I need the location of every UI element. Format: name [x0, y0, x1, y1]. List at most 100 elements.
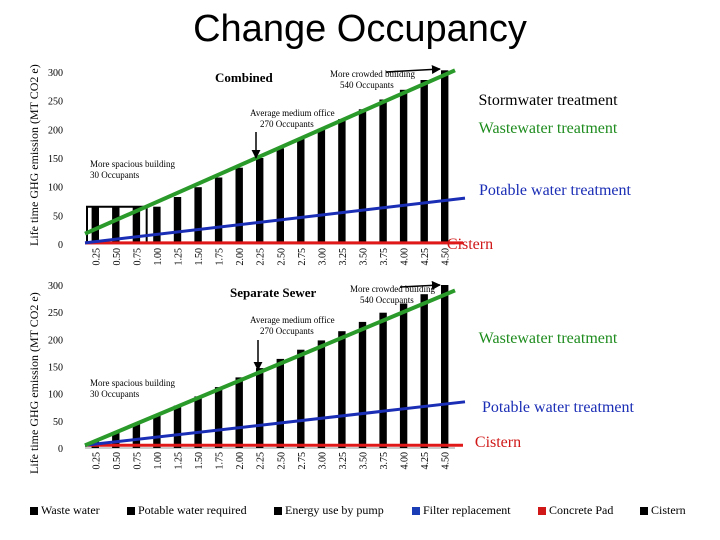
- y-tick-label: 100: [48, 183, 63, 194]
- x-tick-label: 2.25: [256, 248, 267, 266]
- y-tick-label: 250: [48, 97, 63, 108]
- y-tick-label: 150: [48, 154, 63, 165]
- bar: [317, 340, 326, 448]
- bar: [276, 358, 284, 448]
- legend-item-energy-use: Energy use by pump: [274, 503, 384, 518]
- x-tick-label: 2.75: [297, 452, 308, 470]
- x-tick-label: 0.50: [112, 248, 123, 266]
- legend-label: Cistern: [651, 503, 686, 517]
- legend-swatch: [538, 506, 546, 515]
- annotation-line-1: More spacious building: [90, 159, 175, 169]
- bracket-outline: [86, 205, 148, 244]
- x-tick-label: 3.00: [317, 248, 328, 266]
- chart-panel-1: 0 50 100 150 200 250 300 0.25 0.50 0.75 1.00 1.25 1.…: [48, 280, 635, 470]
- bar: [214, 177, 223, 244]
- y-tick-label: 250: [48, 308, 63, 319]
- annotation-line-1: More spacious building: [90, 378, 175, 388]
- bar: [173, 197, 182, 244]
- bar: [132, 424, 141, 448]
- x-tick-label: 0.50: [112, 452, 123, 470]
- bar: [153, 206, 161, 244]
- annotation-arrow: [399, 280, 441, 290]
- bar: [153, 414, 161, 448]
- y-axis-label-bottom: Life time GHG emission (MT CO2 e): [27, 292, 41, 474]
- y-tick-label: 300: [48, 68, 63, 79]
- bar: [214, 387, 223, 448]
- annotation-line-2: 270 Occupants: [260, 326, 314, 336]
- bar: [441, 285, 449, 448]
- bar: [420, 80, 428, 244]
- bar: [235, 377, 243, 448]
- x-tick-label: 3.25: [338, 248, 349, 266]
- annotation-arrow: [385, 64, 441, 74]
- x-tick-label: 2.00: [235, 452, 246, 470]
- series-label: Cistern: [475, 434, 521, 451]
- legend-swatch: [640, 506, 648, 515]
- y-tick-label: 200: [48, 335, 63, 346]
- potable-water-line: [84, 196, 466, 245]
- x-tick-label: 1.25: [174, 248, 185, 266]
- legend-label: Concrete Pad: [549, 503, 614, 517]
- bar: [399, 89, 408, 244]
- y-tick-label: 100: [48, 390, 63, 401]
- x-tick-label: 0.75: [132, 248, 143, 266]
- annotation-line-1: More crowded building: [350, 284, 435, 294]
- panel-title: Combined: [215, 70, 274, 85]
- bar: [317, 128, 326, 244]
- y-tick-label: 0: [58, 240, 63, 251]
- legend-item-waste-water: Waste water: [30, 503, 100, 518]
- x-tick-label: 1.75: [215, 452, 226, 470]
- annotation-line-2: 30 Occupants: [90, 389, 140, 399]
- bar: [399, 303, 408, 448]
- x-tick-label: 2.75: [297, 248, 308, 266]
- bar: [256, 158, 264, 244]
- bar: [112, 206, 120, 244]
- x-tick-label: 1.75: [215, 248, 226, 266]
- annotation-line-1: More crowded building: [330, 69, 415, 79]
- x-tick-label: 2.50: [276, 248, 287, 266]
- bar: [132, 206, 141, 244]
- chart-panel-0: 0 50 100 150 200 250 300 0.25 0.50 0.75 1.00 1.25 1.…: [48, 64, 632, 266]
- x-tick-label: 1.25: [174, 452, 185, 470]
- x-tick-label: 3.75: [379, 452, 390, 470]
- bar: [173, 405, 182, 448]
- x-tick-label: 1.50: [194, 452, 205, 470]
- x-tick-label: 1.50: [194, 248, 205, 266]
- x-tick-label: 1.00: [153, 452, 164, 470]
- annotation-line-2: 270 Occupants: [260, 119, 314, 129]
- annotation-line-2: 30 Occupants: [90, 170, 140, 180]
- legend-swatch: [274, 506, 282, 515]
- legend-label: Filter replacement: [423, 503, 511, 517]
- wastewater-line: [84, 288, 456, 448]
- legend-item-cistern: Cistern: [640, 503, 686, 518]
- y-tick-label: 50: [53, 211, 63, 222]
- legend-item-potable-water: Potable water required: [127, 503, 247, 518]
- x-tick-label: 4.25: [420, 248, 431, 266]
- y-tick-label: 200: [48, 125, 63, 136]
- y-tick-label: 50: [53, 417, 63, 428]
- bar: [194, 396, 202, 448]
- series-label: Wastewater treatment: [479, 120, 618, 137]
- x-tick-label: 3.50: [359, 248, 370, 266]
- x-tick-label: 0.25: [91, 452, 102, 470]
- bar: [276, 148, 284, 244]
- x-tick-label: 3.25: [338, 452, 349, 470]
- bar: [297, 349, 305, 448]
- legend-item-concrete-pad: Concrete Pad: [538, 503, 613, 518]
- y-tick-label: 300: [48, 281, 63, 292]
- bar: [297, 138, 305, 244]
- page-title: Change Occupancy: [193, 8, 527, 50]
- legend: Waste water Potable water required Energ…: [0, 503, 720, 521]
- y-axis-label-top: Life time GHG emission (MT CO2 e): [27, 64, 41, 246]
- series-label: Potable water treatment: [482, 399, 634, 416]
- bar: [358, 109, 367, 244]
- bar: [358, 321, 367, 448]
- legend-item-filter-replacement: Filter replacement: [412, 503, 511, 518]
- series-label: Stormwater treatment: [478, 92, 618, 109]
- bar: [338, 119, 346, 244]
- x-tick-label: 4.00: [400, 452, 411, 470]
- x-tick-label: 2.50: [276, 452, 287, 470]
- legend-swatch: [30, 506, 38, 515]
- legend-swatch: [127, 506, 135, 515]
